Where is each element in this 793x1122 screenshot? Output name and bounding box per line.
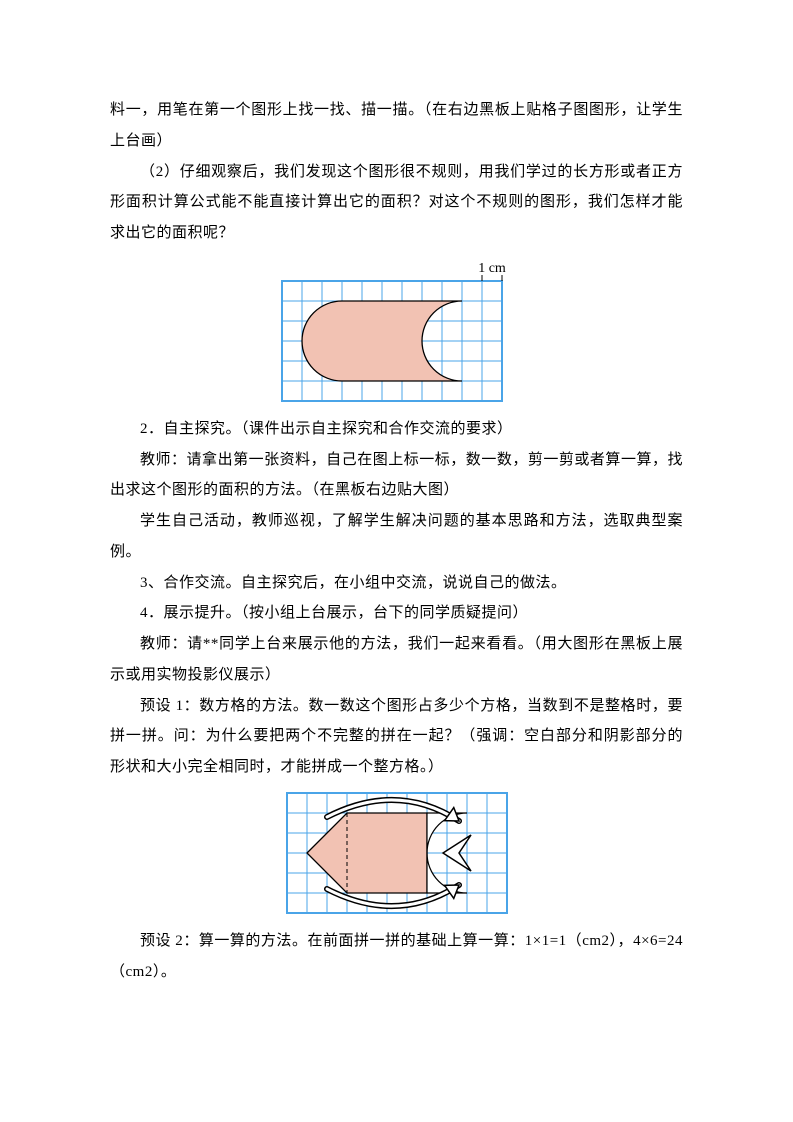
figure-2-wrap [110,789,683,922]
paragraph-1: 料一，用笔在第一个图形上找一找、描一描。（在右边黑板上贴格子图图形，让学生上台画… [110,95,683,157]
paragraph-8: 教师：请**同学上台来展示他的方法，我们一起来看看。（用大图形在黑板上展示或用实… [110,629,683,691]
paragraph-4: 教师：请拿出第一张资料，自己在图上标一标，数一数，剪一剪或者算一算，找出求这个图… [110,445,683,507]
paragraph-3: 2．自主探究。（课件出示自主探究和合作交流的要求） [110,414,683,445]
paragraph-10: 预设 2：算一算的方法。在前面拼一拼的基础上算一算：1×1=1（cm2），4×6… [110,926,683,988]
paragraph-6: 3、合作交流。自主探究后，在小组中交流，说说自己的做法。 [110,568,683,599]
svg-text:1 cm: 1 cm [478,261,506,276]
paragraph-5: 学生自己活动，教师巡视，了解学生解决问题的基本思路和方法，选取典型案例。 [110,506,683,568]
paragraph-9: 预设 1：数方格的方法。数一数这个图形占多少个方格，当数到不是整格时，要拼一拼。… [110,691,683,783]
figure-2 [283,789,511,917]
paragraph-2: （2）仔细观察后，我们发现这个图形很不规则，用我们学过的长方形或者正方形面积计算… [110,157,683,249]
page-content: 料一，用笔在第一个图形上找一找、描一描。（在右边黑板上贴格子图图形，让学生上台画… [0,0,793,1047]
figure-1: 1 cm [278,255,516,405]
paragraph-7: 4．展示提升。（按小组上台展示，台下的同学质疑提问） [110,598,683,629]
figure-1-wrap: 1 cm [110,255,683,410]
